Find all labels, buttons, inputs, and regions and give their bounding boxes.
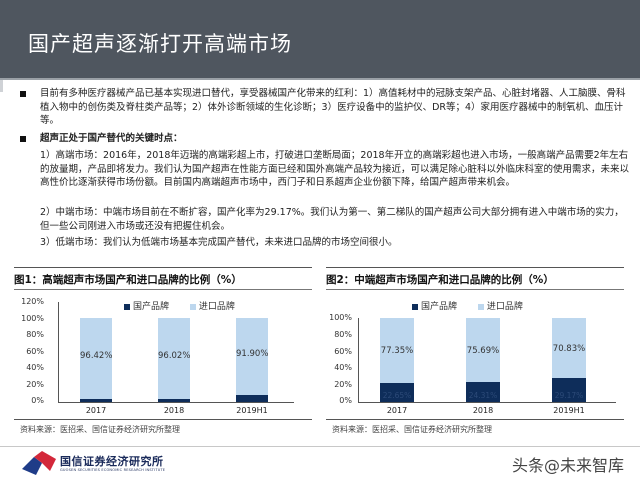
bar-label-domestic: 29.17%: [554, 391, 584, 400]
bar-label-domestic: 22.65%: [382, 391, 412, 400]
bar-segment-domestic: [80, 399, 112, 402]
y-tick: 40%: [26, 363, 44, 372]
decorative-tab: [0, 80, 3, 92]
bar-label-import: 96.42%: [80, 351, 113, 361]
bar-segment-import: [380, 318, 414, 383]
legend-label-import: 进口品牌: [486, 302, 523, 312]
bar-label-import: 75.69%: [466, 346, 500, 356]
bar-segment-import: [80, 318, 112, 399]
y-tick: 20%: [334, 380, 352, 389]
legend-swatch-import: [477, 303, 484, 310]
guosen-logo: 国信证券经济研究所 GUOSEN SECURITIES ECONOMIC RES…: [20, 449, 180, 477]
y-axis: [58, 302, 59, 402]
chart-high-end: 图1：高端超声市场国产和进口品牌的比例（%） 国产品牌 进口品牌 120% 10…: [14, 267, 312, 434]
paragraph-low-end: 3）低端市场：我们认为低端市场基本完成国产替代，未来进口品牌的市场空间很小。: [40, 237, 398, 248]
bar-segment-domestic: [380, 383, 414, 402]
chart-bottom-rule: [14, 419, 312, 420]
bar-segment-domestic: [466, 382, 500, 402]
chart-legend: 国产品牌 进口品牌: [124, 299, 235, 312]
legend-swatch-domestic: [412, 303, 418, 310]
bar-label-import: 91.90%: [236, 349, 269, 359]
bar-segment-domestic: [158, 399, 190, 402]
x-tick-label: 2019H1: [553, 406, 585, 415]
logo-text-en: GUOSEN SECURITIES ECONOMIC RESEARCH INST…: [60, 468, 166, 472]
bar-segment-import: [552, 318, 586, 378]
slide-header: 国产超声逐渐打开高端市场: [0, 0, 640, 78]
guosen-emblem-icon: [22, 451, 56, 475]
x-tick-label: 2017: [386, 406, 408, 415]
chart-bottom-rule: [326, 419, 624, 420]
y-tick: 60%: [334, 347, 352, 356]
bullet-square-icon: [20, 91, 26, 97]
y-axis: [358, 318, 359, 402]
bar-label-import: 77.35%: [380, 346, 414, 356]
legend-swatch-import: [189, 303, 196, 310]
chart-source: 资料来源：医招采、国信证券经济研究所整理: [332, 425, 492, 434]
watermark: 头条@未来智库: [511, 456, 624, 475]
chart-top-rule: [326, 267, 624, 268]
chart-title: 图1：高端超声市场国产和进口品牌的比例（%）: [14, 274, 242, 286]
x-tick-label: 2017: [85, 406, 107, 415]
footer-divider: [0, 446, 640, 447]
y-tick: 40%: [334, 363, 352, 372]
bar-label-import: 70.83%: [552, 344, 586, 354]
bar-label-import: 96.02%: [158, 351, 191, 361]
y-tick: 80%: [334, 330, 352, 339]
bar-2018: 75.69% 24.31%: [466, 318, 500, 402]
x-axis: [58, 402, 294, 403]
bullet-square-icon: [20, 136, 26, 142]
bullet-heading: 超声正处于国产替代的关键时点：: [40, 133, 183, 144]
y-tick: 0%: [31, 396, 44, 405]
x-tick-label: 2018: [163, 406, 185, 415]
bar-2017: 77.35% 22.65%: [380, 318, 414, 402]
chart-top-rule: [14, 267, 312, 268]
legend-label-domestic: 国产品牌: [133, 302, 170, 312]
y-tick: 60%: [26, 347, 44, 356]
paragraph-mid-end: 2）中端市场：中端市场目前在不断扩容，国产化率为29.17%。我们认为第一、第二…: [40, 207, 624, 232]
logo-text-cn: 国信证券经济研究所: [60, 455, 164, 468]
bar-segment-domestic: [236, 395, 268, 402]
bar-segment-import: [466, 318, 500, 382]
legend-swatch-domestic: [124, 303, 130, 310]
bullet-paragraph: 目前有多种医疗器械产品已基本实现进口替代，享受器械国产化带来的红利：1）高值耗材…: [40, 88, 626, 126]
y-tick: 0%: [339, 396, 352, 405]
y-tick: 20%: [26, 380, 44, 389]
bar-segment-domestic: [552, 378, 586, 402]
slide-title: 国产超声逐渐打开高端市场: [28, 32, 292, 56]
bar-2019h1: 70.83% 29.17%: [552, 318, 586, 402]
legend-label-import: 进口品牌: [198, 302, 235, 312]
y-tick: 100%: [21, 314, 44, 323]
bar-segment-import: [236, 318, 268, 395]
chart-legend: 国产品牌 进口品牌: [412, 299, 523, 312]
x-tick-label: 2019H1: [236, 406, 268, 415]
y-tick: 120%: [21, 297, 44, 306]
bar-2018: 96.02%: [158, 318, 190, 402]
y-tick: 100%: [329, 313, 352, 322]
chart-mid-end: 图2：中端超声市场国产和进口品牌的比例（%） 国产品牌 进口品牌 100% 80…: [326, 267, 624, 434]
y-tick: 80%: [26, 330, 44, 339]
chart-source: 资料来源：医招采、国信证券经济研究所整理: [20, 425, 180, 434]
bar-label-domestic: 24.31%: [468, 391, 498, 400]
chart-title-rule: [326, 289, 624, 290]
x-tick-label: 2018: [472, 406, 494, 415]
bar-2019h1: 91.90%: [236, 318, 268, 402]
bar-2017: 96.42%: [80, 318, 112, 402]
chart-title-rule: [14, 289, 312, 290]
header-divider: [0, 78, 640, 80]
chart-title: 图2：中端超声市场国产和进口品牌的比例（%）: [326, 274, 554, 286]
paragraph-high-end: 1）高端市场：2016年，2018年迈瑞的高端彩超上市，打破进口垄断局面；201…: [40, 150, 630, 188]
x-axis: [358, 402, 616, 403]
bar-segment-import: [158, 318, 190, 399]
legend-label-domestic: 国产品牌: [421, 302, 458, 312]
